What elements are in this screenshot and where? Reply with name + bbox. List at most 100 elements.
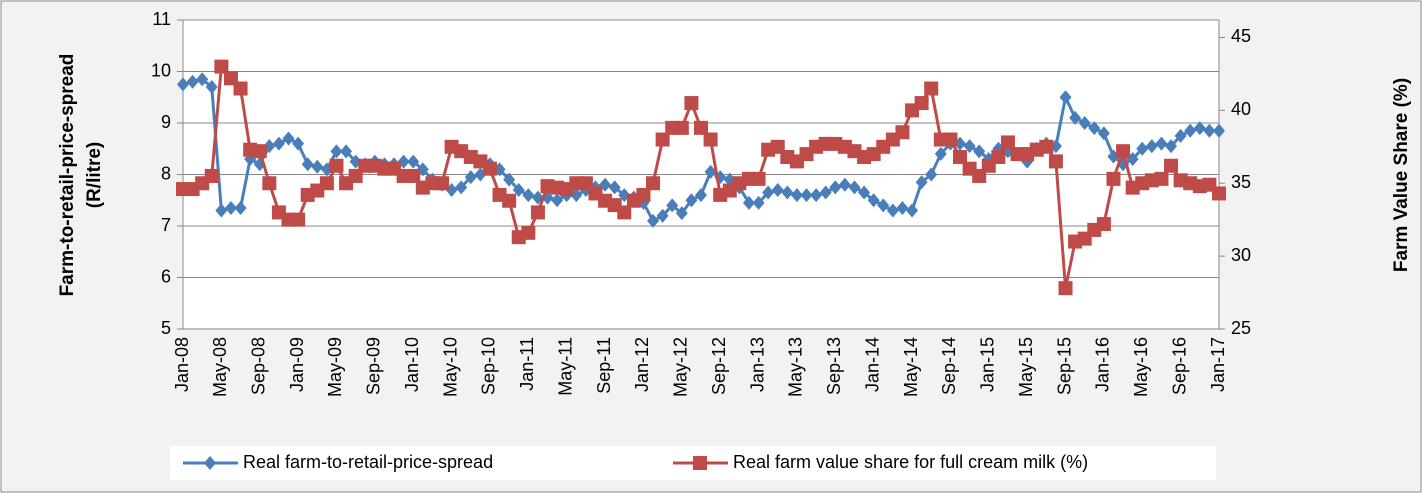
- data-point: [1097, 126, 1110, 141]
- data-point: [455, 180, 468, 195]
- data-point: [896, 200, 909, 215]
- data-point: [503, 172, 516, 187]
- data-point: [703, 132, 718, 147]
- data-point: [685, 193, 698, 208]
- data-point: [204, 168, 219, 183]
- data-point: [694, 120, 708, 135]
- data-point: [675, 206, 688, 221]
- data-point: [1154, 171, 1169, 186]
- data-point: [953, 150, 967, 165]
- data-point: [214, 59, 229, 74]
- data-point: [215, 203, 228, 218]
- data-point: [752, 195, 765, 210]
- legend-marker: [693, 456, 707, 470]
- data-point: [530, 205, 545, 220]
- data-point: [674, 120, 689, 135]
- data-point: [1039, 139, 1054, 154]
- data-point: [914, 96, 929, 111]
- data-point: [1116, 144, 1131, 159]
- x-tick-label: May-15: [1016, 337, 1036, 397]
- y2-tick-label: 40: [1231, 99, 1251, 119]
- data-point: [522, 188, 535, 203]
- y-axis-title: Farm-to-retail-price-spread: [57, 54, 78, 297]
- data-point: [512, 182, 525, 197]
- x-tick-label: Sep-13: [824, 337, 844, 395]
- x-tick-label: Jan-12: [632, 337, 652, 392]
- x-tick-label: Sep-12: [709, 337, 729, 395]
- data-point: [751, 171, 766, 186]
- data-point: [1088, 121, 1101, 136]
- data-point: [838, 177, 851, 192]
- data-point: [319, 176, 334, 191]
- data-point: [848, 180, 861, 195]
- legend-marker: [204, 456, 216, 470]
- y2-tick-label: 45: [1231, 26, 1251, 46]
- data-point: [406, 168, 421, 183]
- data-point: [292, 136, 305, 151]
- data-point: [1193, 121, 1206, 136]
- data-point: [196, 72, 209, 87]
- data-point: [1106, 171, 1121, 186]
- data-point: [762, 185, 775, 200]
- data-point: [991, 150, 1006, 165]
- data-point: [252, 144, 267, 159]
- data-point: [1048, 154, 1063, 169]
- y-tick-label: 6: [161, 266, 171, 286]
- data-point: [205, 79, 218, 94]
- data-point: [1165, 139, 1178, 154]
- data-point: [666, 198, 679, 213]
- data-point: [282, 131, 295, 146]
- data-point: [435, 176, 449, 191]
- data-point: [655, 132, 670, 147]
- y-tick-label: 8: [161, 163, 171, 183]
- data-point: [829, 180, 842, 195]
- x-tick-label: Jan-09: [287, 337, 307, 392]
- x-tick-label: May-13: [786, 337, 806, 397]
- y-tick-label: 11: [152, 9, 171, 29]
- data-point: [858, 185, 871, 200]
- data-point: [1174, 128, 1187, 143]
- data-point: [502, 193, 517, 208]
- data-point: [608, 180, 621, 195]
- x-tick-label: May-10: [440, 337, 460, 397]
- data-point: [224, 200, 237, 215]
- x-tick-label: Jan-11: [517, 337, 537, 391]
- data-point: [963, 139, 976, 154]
- data-point: [330, 144, 343, 159]
- data-point: [1059, 90, 1072, 105]
- y2-tick-label: 35: [1231, 172, 1251, 192]
- x-tick-label: Jan-10: [402, 337, 422, 392]
- data-point: [934, 146, 947, 161]
- data-point: [1058, 281, 1073, 296]
- data-point: [186, 74, 199, 89]
- data-point: [521, 225, 536, 240]
- x-tick-label: May-09: [325, 337, 345, 397]
- data-point: [906, 203, 919, 218]
- data-point: [895, 125, 910, 140]
- data-point: [301, 157, 314, 172]
- x-tick-label: May-11: [555, 337, 575, 396]
- data-point: [1213, 123, 1225, 138]
- data-point: [1155, 136, 1168, 151]
- data-point: [551, 193, 564, 208]
- data-point: [234, 200, 247, 215]
- data-point: [790, 188, 803, 203]
- data-point: [925, 167, 938, 182]
- x-tick-label: Jan-13: [747, 337, 767, 392]
- y2-tick-label: 30: [1231, 245, 1251, 265]
- data-point: [647, 213, 660, 228]
- data-point: [1078, 116, 1091, 130]
- data-point: [340, 144, 353, 159]
- data-point: [656, 208, 669, 223]
- data-point: [311, 159, 324, 174]
- y-tick-label: 10: [151, 60, 171, 80]
- data-point: [810, 188, 823, 203]
- data-point: [464, 170, 477, 185]
- x-tick-label: May-16: [1131, 337, 1151, 397]
- data-point: [1203, 123, 1216, 138]
- data-point: [973, 144, 986, 159]
- data-point: [233, 81, 248, 96]
- x-tick-label: Jan-08: [172, 337, 192, 392]
